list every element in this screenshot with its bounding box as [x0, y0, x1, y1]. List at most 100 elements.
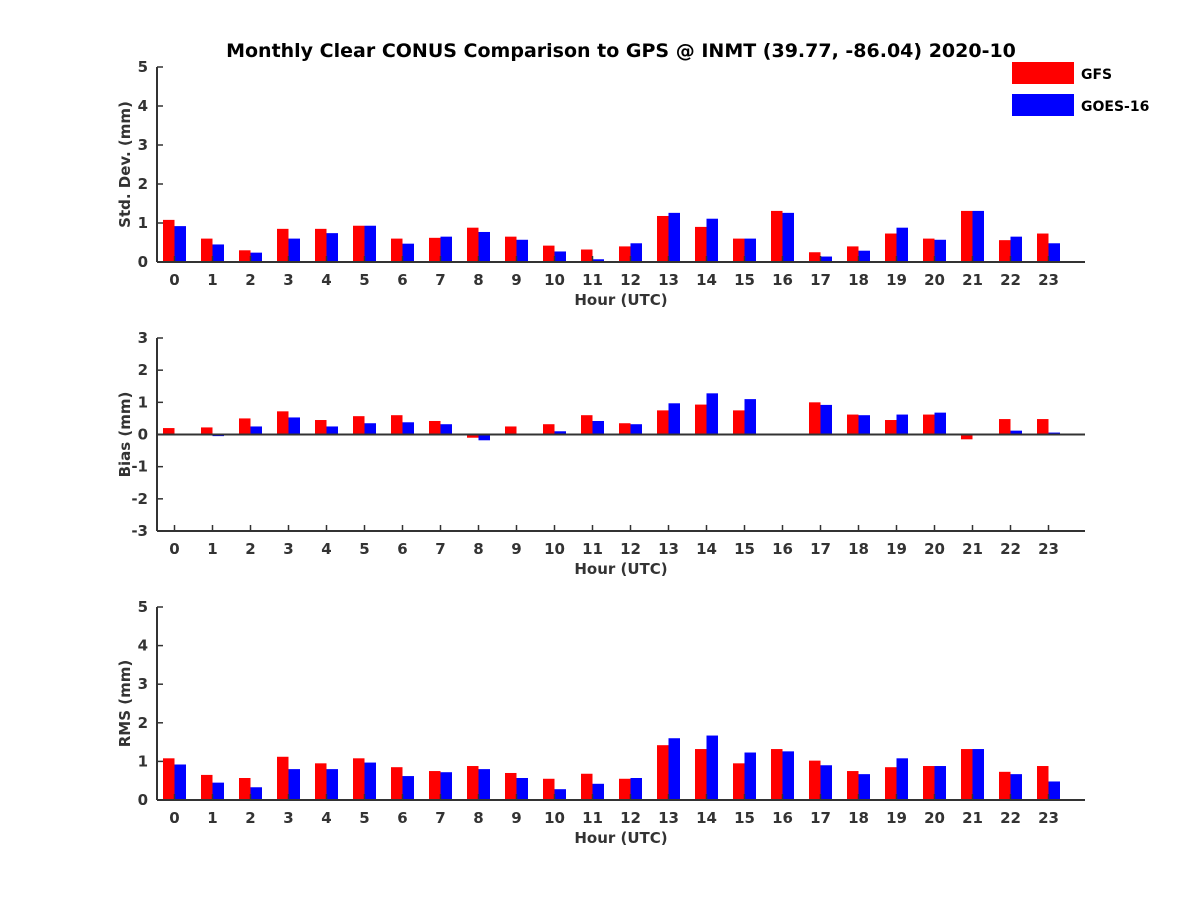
- x-tick-label: 3: [283, 540, 293, 558]
- bar: [440, 772, 452, 800]
- bar: [809, 402, 821, 435]
- bar: [999, 240, 1011, 262]
- bar: [554, 251, 566, 262]
- bar: [695, 749, 707, 800]
- x-tick-label: 23: [1038, 809, 1059, 827]
- x-tick-label: 23: [1038, 271, 1059, 289]
- chart-title: Monthly Clear CONUS Comparison to GPS @ …: [226, 40, 1016, 62]
- x-tick-label: 19: [886, 809, 907, 827]
- bar: [163, 758, 175, 800]
- x-tick-label: 8: [473, 271, 483, 289]
- bar: [288, 417, 300, 435]
- x-tick-label: 8: [473, 540, 483, 558]
- x-tick-label: 17: [810, 809, 831, 827]
- x-tick-label: 4: [321, 271, 331, 289]
- bar: [733, 763, 745, 800]
- x-tick-label: 11: [582, 809, 603, 827]
- bar: [1010, 236, 1022, 262]
- bar: [1010, 774, 1022, 800]
- bar: [201, 238, 213, 262]
- bar: [364, 423, 376, 435]
- bar: [630, 424, 642, 435]
- legend: GFS GOES-16: [1012, 62, 1149, 116]
- y-tick-label: 0: [138, 426, 148, 444]
- bar: [744, 752, 756, 800]
- bar: [239, 250, 251, 262]
- bar: [543, 778, 555, 800]
- y-tick-label: 5: [138, 598, 148, 616]
- x-tick-label: 22: [1000, 809, 1021, 827]
- bar: [592, 420, 604, 435]
- y-tick-label: -2: [131, 490, 148, 508]
- bar: [250, 426, 262, 435]
- x-tick-label: 16: [772, 540, 793, 558]
- y-tick-label: 2: [138, 361, 148, 379]
- x-tick-label: 12: [620, 540, 641, 558]
- bar: [554, 789, 566, 800]
- bar: [896, 758, 908, 800]
- y-tick-label: 3: [138, 675, 148, 693]
- x-tick-label: 17: [810, 271, 831, 289]
- bar: [923, 238, 935, 262]
- bar: [820, 256, 832, 262]
- bar: [820, 404, 832, 435]
- bar: [972, 749, 984, 800]
- x-tick-label: 9: [511, 271, 521, 289]
- x-tick-label: 20: [924, 809, 945, 827]
- x-tick-label: 6: [397, 809, 407, 827]
- bar: [782, 212, 794, 262]
- x-tick-label: 18: [848, 271, 869, 289]
- bar: [1010, 430, 1022, 435]
- bar: [353, 416, 365, 435]
- bar: [630, 243, 642, 262]
- bar: [744, 238, 756, 262]
- bar: [858, 774, 870, 800]
- bar: [1037, 419, 1049, 435]
- y-tick-label: -1: [131, 458, 148, 476]
- bar: [619, 246, 631, 262]
- x-tick-label: 13: [658, 809, 679, 827]
- bar: [961, 210, 973, 262]
- bar: [163, 219, 175, 262]
- y-tick-label: 0: [138, 253, 148, 271]
- bar: [961, 749, 973, 800]
- bar: [847, 771, 859, 800]
- x-tick-label: 21: [962, 809, 983, 827]
- bar: [1037, 766, 1049, 800]
- x-tick-label: 2: [245, 809, 255, 827]
- x-tick-label: 0: [169, 271, 179, 289]
- bar: [885, 233, 897, 262]
- bar: [733, 238, 745, 262]
- bar: [706, 393, 718, 435]
- y-tick-label: 1: [138, 214, 148, 232]
- bar: [657, 410, 669, 435]
- legend-label: GOES-16: [1081, 99, 1149, 115]
- x-tick-label: 10: [544, 540, 565, 558]
- bar: [402, 422, 414, 435]
- y-tick-label: 4: [138, 97, 148, 115]
- x-tick-label: 5: [359, 271, 369, 289]
- bar: [592, 783, 604, 800]
- bar: [516, 239, 528, 262]
- x-tick-label: 7: [435, 809, 445, 827]
- x-tick-label: 6: [397, 271, 407, 289]
- bar: [467, 227, 479, 262]
- y-tick-label: -3: [131, 522, 148, 540]
- bar: [543, 424, 555, 435]
- bar: [288, 238, 300, 262]
- x-tick-label: 15: [734, 271, 755, 289]
- bar: [429, 237, 441, 262]
- bar: [364, 762, 376, 800]
- y-tick-label: 2: [138, 714, 148, 732]
- bar: [668, 738, 680, 800]
- x-tick-label: 1: [207, 540, 217, 558]
- bar: [706, 218, 718, 262]
- bar: [581, 773, 593, 800]
- bar: [581, 249, 593, 262]
- bar: [934, 766, 946, 800]
- bar: [478, 434, 490, 441]
